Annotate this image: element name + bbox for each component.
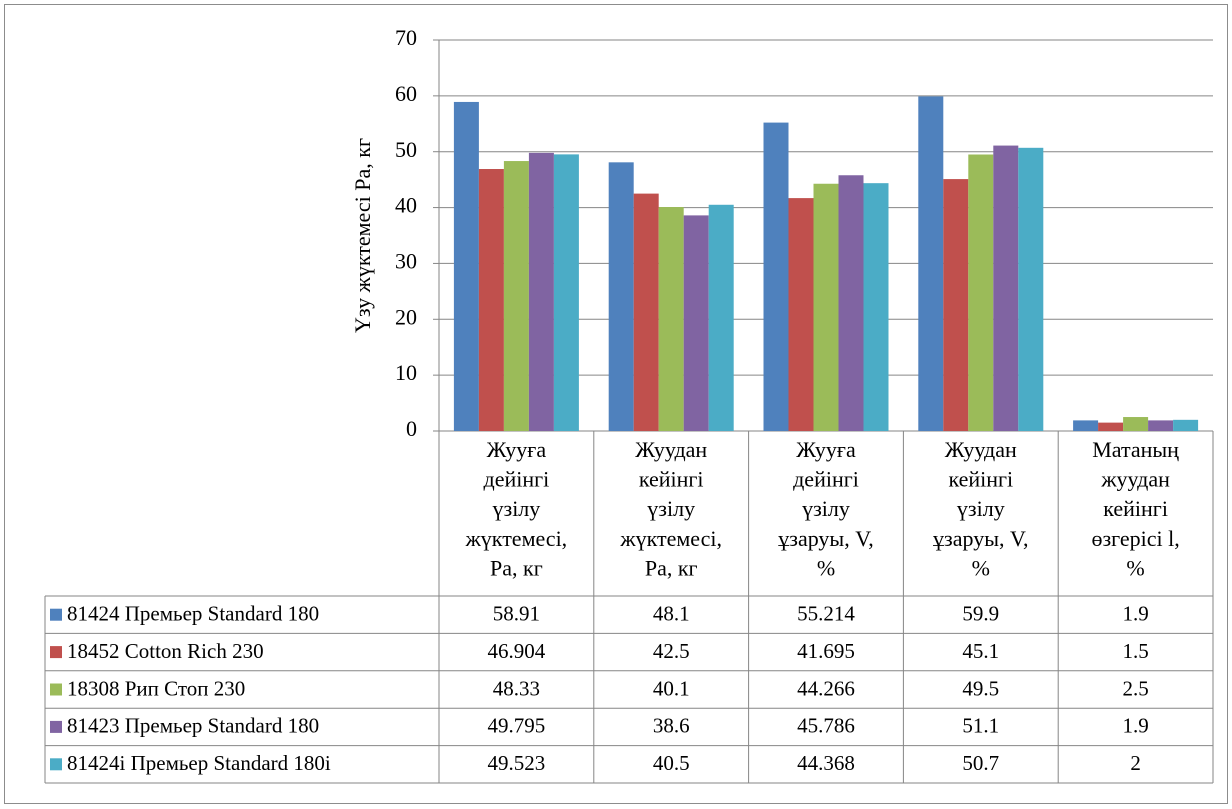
- y-tick-label: 0: [406, 416, 417, 441]
- bar: [708, 204, 734, 431]
- category-label: кейінгі: [948, 467, 1013, 492]
- bar: [1098, 422, 1124, 431]
- category-label: дейінгі: [793, 467, 859, 492]
- chart-frame: 0 10 20 30 40 50 60 70 Үзу жүктемесі Ра, кг Жууға…: [4, 4, 1228, 804]
- legend-key: [50, 608, 62, 621]
- data-label: 1.9: [1122, 602, 1148, 626]
- category-label: Матаның: [1092, 437, 1179, 462]
- y-tick-label: 30: [395, 248, 417, 273]
- bar: [763, 122, 789, 432]
- bar: [1073, 420, 1099, 431]
- data-label: 59.9: [962, 602, 999, 626]
- data-label: 45.786: [797, 714, 855, 738]
- category-label: Жууға: [796, 437, 856, 462]
- y-tick-label: 20: [395, 304, 417, 329]
- data-label: 48.33: [493, 676, 540, 700]
- bar: [863, 183, 889, 431]
- category-label: жүктемесі,: [619, 526, 722, 551]
- bar: [1018, 147, 1044, 431]
- data-label: 2.5: [1122, 676, 1148, 700]
- bar: [553, 154, 579, 432]
- bar: [838, 175, 864, 431]
- category-label: Ра, кг: [645, 555, 698, 580]
- y-tick-label: 10: [395, 360, 417, 385]
- bar: [993, 145, 1019, 431]
- data-label: 58.91: [493, 602, 540, 626]
- bar: [503, 161, 529, 432]
- bar: [658, 207, 684, 431]
- category-label: %: [1126, 555, 1144, 580]
- bar: [813, 183, 839, 431]
- legend-key: [50, 720, 62, 733]
- category-label: жуудан: [1100, 467, 1170, 492]
- data-label: 49.795: [488, 714, 546, 738]
- bar: [608, 162, 634, 431]
- category-label: кейінгі: [639, 467, 704, 492]
- category-label: Ра, кг: [490, 555, 543, 580]
- data-label: 41.695: [797, 639, 855, 663]
- bar: [788, 198, 814, 431]
- data-label: 40.1: [653, 676, 690, 700]
- bar: [633, 193, 659, 431]
- legend-key: [50, 683, 62, 696]
- category-label: үзілу: [957, 496, 1005, 521]
- y-tick-label: 60: [395, 81, 417, 106]
- data-label: 49.5: [962, 676, 999, 700]
- series-name: 18452 Cotton Rich 230: [67, 639, 264, 663]
- category-label: Жуудан: [635, 437, 707, 462]
- data-label: 46.904: [488, 639, 546, 663]
- bar: [943, 179, 969, 431]
- category-label: үзілу: [647, 496, 695, 521]
- bar: [453, 101, 479, 432]
- data-label: 48.1: [653, 602, 690, 626]
- y-axis-title: Үзу жүктемесі Ра, кг: [350, 138, 375, 333]
- category-label: өзгерісі l,: [1091, 526, 1179, 551]
- bar: [478, 169, 504, 431]
- series-name: 81424 Премьер Standard 180: [67, 602, 319, 626]
- data-label: 38.6: [653, 714, 690, 738]
- y-tick-label: 40: [395, 193, 417, 218]
- data-label: 45.1: [962, 639, 999, 663]
- bar: [1173, 419, 1199, 431]
- bar: [528, 152, 554, 431]
- bar: [1123, 417, 1149, 431]
- category-label: ұзаруы, V,: [778, 526, 874, 551]
- category-label: үзілу: [802, 496, 850, 521]
- category-label: үзілу: [493, 496, 541, 521]
- legend-key: [50, 758, 62, 771]
- bar: [968, 154, 994, 431]
- y-tick-label: 50: [395, 137, 417, 162]
- data-label: 42.5: [653, 639, 690, 663]
- category-label: кейінгі: [1103, 496, 1168, 521]
- category-label: %: [817, 555, 835, 580]
- data-label: 1.9: [1122, 714, 1148, 738]
- category-label: жүктемесі,: [465, 526, 568, 551]
- bar: [918, 96, 944, 431]
- bar: [683, 215, 709, 431]
- data-label: 40.5: [653, 751, 690, 775]
- series-name: 81424i Премьер Standard 180i: [67, 751, 331, 775]
- category-label: ұзаруы, V,: [933, 526, 1029, 551]
- y-tick-label: 70: [395, 25, 417, 50]
- category-label: дейінгі: [484, 467, 550, 492]
- series-name: 18308 Рип Стоп 230: [67, 676, 245, 700]
- category-label: %: [972, 555, 990, 580]
- category-label: Жуудан: [945, 437, 1017, 462]
- data-label: 44.368: [797, 751, 855, 775]
- data-label: 44.266: [797, 676, 855, 700]
- data-label: 51.1: [962, 714, 999, 738]
- bar: [1148, 420, 1174, 431]
- bar-chart: 0 10 20 30 40 50 60 70 Үзу жүктемесі Ра, кг Жууға…: [44, 25, 1214, 784]
- series-name: 81423 Премьер Standard 180: [67, 714, 319, 738]
- category-label: Жууға: [487, 437, 547, 462]
- data-label: 2: [1130, 751, 1141, 775]
- data-label: 50.7: [962, 751, 999, 775]
- data-label: 49.523: [488, 751, 546, 775]
- legend-key: [50, 646, 62, 659]
- data-label: 55.214: [797, 602, 855, 626]
- data-label: 1.5: [1122, 639, 1148, 663]
